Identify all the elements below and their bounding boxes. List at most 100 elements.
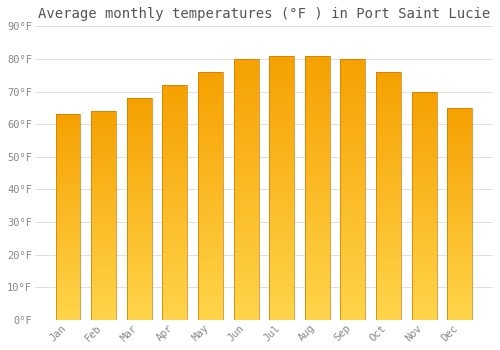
Bar xyxy=(376,93,401,94)
Bar xyxy=(376,221,401,222)
Bar xyxy=(91,167,116,168)
Bar xyxy=(198,243,223,244)
Bar xyxy=(340,102,365,103)
Bar xyxy=(448,204,472,205)
Bar xyxy=(412,267,436,268)
Bar xyxy=(91,262,116,264)
Bar xyxy=(340,311,365,312)
Bar xyxy=(340,244,365,246)
Bar xyxy=(162,103,188,104)
Bar xyxy=(91,111,116,112)
Bar xyxy=(91,152,116,153)
Bar xyxy=(198,262,223,263)
Bar xyxy=(234,293,258,294)
Bar xyxy=(162,184,188,185)
Bar xyxy=(340,195,365,196)
Bar xyxy=(234,75,258,76)
Bar xyxy=(234,111,258,112)
Bar xyxy=(340,107,365,108)
Bar xyxy=(234,203,258,204)
Bar xyxy=(234,227,258,229)
Bar xyxy=(269,282,294,283)
Bar xyxy=(162,197,188,198)
Bar xyxy=(448,274,472,275)
Bar xyxy=(162,239,188,240)
Bar xyxy=(340,169,365,170)
Bar xyxy=(162,218,188,219)
Bar xyxy=(340,170,365,171)
Bar xyxy=(305,260,330,262)
Bar xyxy=(412,309,436,310)
Bar xyxy=(448,316,472,317)
Bar xyxy=(269,219,294,221)
Bar xyxy=(305,110,330,111)
Bar xyxy=(162,88,188,89)
Bar xyxy=(340,71,365,72)
Bar xyxy=(127,280,152,281)
Bar xyxy=(269,93,294,94)
Bar xyxy=(234,239,258,240)
Bar xyxy=(412,150,436,151)
Bar xyxy=(376,294,401,295)
Bar xyxy=(198,170,223,171)
Bar xyxy=(376,78,401,79)
Bar xyxy=(340,312,365,313)
Bar xyxy=(198,240,223,242)
Bar xyxy=(305,123,330,124)
Bar xyxy=(376,86,401,87)
Bar xyxy=(376,185,401,186)
Bar xyxy=(448,153,472,154)
Bar xyxy=(305,268,330,270)
Bar xyxy=(234,318,258,320)
Bar xyxy=(269,212,294,213)
Bar xyxy=(234,302,258,303)
Bar xyxy=(340,206,365,208)
Bar xyxy=(127,301,152,302)
Bar xyxy=(305,88,330,89)
Bar xyxy=(198,191,223,192)
Bar xyxy=(56,319,80,320)
Bar xyxy=(198,237,223,238)
Bar xyxy=(127,291,152,292)
Bar xyxy=(269,316,294,317)
Bar xyxy=(198,239,223,240)
Bar xyxy=(91,130,116,131)
Bar xyxy=(127,128,152,129)
Bar xyxy=(56,129,80,130)
Bar xyxy=(269,280,294,282)
Bar xyxy=(412,161,436,162)
Bar xyxy=(234,102,258,103)
Bar xyxy=(127,246,152,247)
Bar xyxy=(234,212,258,213)
Bar xyxy=(376,299,401,300)
Bar xyxy=(269,120,294,122)
Bar xyxy=(127,151,152,153)
Bar xyxy=(269,230,294,231)
Bar xyxy=(269,245,294,246)
Bar xyxy=(91,232,116,233)
Bar xyxy=(376,77,401,78)
Bar xyxy=(56,298,80,299)
Bar xyxy=(269,292,294,294)
Bar xyxy=(127,216,152,217)
Bar xyxy=(269,76,294,77)
Bar xyxy=(412,275,436,276)
Bar xyxy=(269,70,294,71)
Bar xyxy=(305,136,330,138)
Bar xyxy=(162,292,188,293)
Bar xyxy=(162,94,188,96)
Bar xyxy=(56,293,80,294)
Bar xyxy=(412,241,436,242)
Bar xyxy=(127,104,152,105)
Bar xyxy=(56,308,80,309)
Bar xyxy=(269,283,294,284)
Bar xyxy=(269,172,294,173)
Bar xyxy=(412,106,436,107)
Bar xyxy=(198,256,223,257)
Bar xyxy=(127,272,152,273)
Bar xyxy=(162,178,188,179)
Bar xyxy=(412,285,436,286)
Bar xyxy=(127,227,152,228)
Bar xyxy=(91,185,116,186)
Bar xyxy=(234,98,258,99)
